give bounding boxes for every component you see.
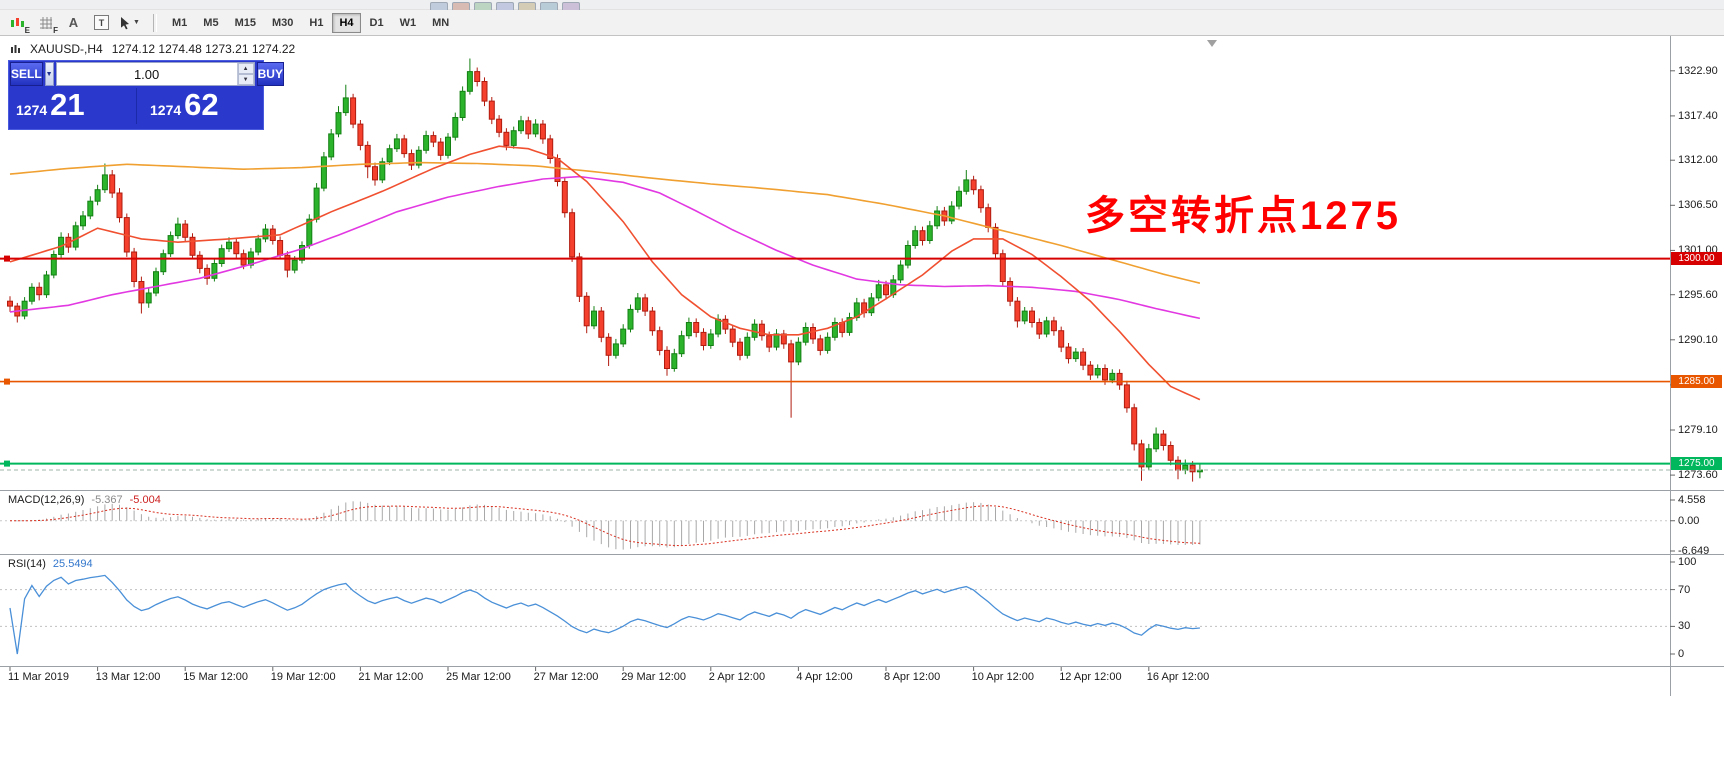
macd-indicator-label: MACD(12,26,9) -5.367 -5.004 — [8, 494, 161, 506]
timeframe-button-D1[interactable]: D1 — [363, 13, 391, 33]
timeframe-button-H1[interactable]: H1 — [302, 13, 330, 33]
timeframe-button-M30[interactable]: M30 — [265, 13, 300, 33]
macd-name: MACD(12,26,9) — [8, 494, 85, 506]
icon-sub-letter: E — [24, 26, 30, 35]
chart-ohlc-values: 1274.12 1274.48 1273.21 1274.22 — [111, 42, 296, 56]
macd-signal-value: -5.004 — [129, 494, 161, 506]
rsi-line — [9, 574, 1200, 655]
chart-symbol-icon — [11, 44, 20, 53]
chevron-down-icon[interactable]: ▼ — [133, 19, 140, 26]
ma-fast-red — [9, 145, 1201, 401]
clipped-toolbar-icon — [540, 2, 558, 10]
ma-slow-orange — [9, 161, 1201, 284]
hline-handle[interactable] — [4, 460, 10, 467]
volume-input[interactable] — [56, 63, 237, 85]
timeframe-button-M5[interactable]: M5 — [196, 13, 225, 33]
letter-a-glyph: A — [68, 15, 79, 30]
volume-dropdown-button[interactable]: ▼ — [44, 62, 54, 86]
grid-toggle-icon[interactable]: F — [33, 12, 58, 35]
buy-price-pips: 62 — [184, 87, 219, 122]
sell-price[interactable]: 1274 21 — [16, 89, 132, 120]
candlestick-style-icon[interactable]: E — [5, 12, 30, 35]
candlestick-series[interactable] — [7, 58, 1203, 482]
timeframe-button-M1[interactable]: M1 — [165, 13, 194, 33]
volume-decrease-button[interactable]: ▼ — [237, 74, 254, 85]
time-axis[interactable] — [0, 667, 1670, 695]
clipped-toolbar-icon — [474, 2, 492, 10]
clipped-toolbar-icon — [562, 2, 580, 10]
macd-histogram — [16, 501, 1201, 550]
ma-mid-magenta — [9, 175, 1201, 320]
cursor-tool-icon[interactable]: ▼ — [117, 12, 142, 33]
timeframe-button-MN[interactable]: MN — [425, 13, 456, 33]
rsi-value: 25.5494 — [52, 558, 93, 570]
annotation-text-icon[interactable]: A — [61, 12, 86, 33]
toolbar-separator — [153, 13, 157, 32]
buy-button[interactable]: BUY — [256, 62, 284, 86]
sell-button[interactable]: SELL — [10, 62, 43, 86]
sell-price-pips: 21 — [50, 87, 85, 122]
rsi-name: RSI(14) — [8, 558, 46, 570]
buy-price-major: 1274 — [150, 102, 182, 118]
chart-title-text: XAUUSD-,H4 — [30, 42, 103, 56]
chart-annotation[interactable]: 多空转折点1275 — [1085, 194, 1401, 238]
letter-t-glyph: T — [94, 15, 109, 30]
chevron-down-icon: ▼ — [45, 70, 53, 78]
price-axis[interactable] — [1671, 36, 1724, 696]
rsi-indicator-label: RSI(14) 25.5494 — [8, 558, 93, 570]
clipped-toolbar-icon — [452, 2, 470, 10]
icon-sub-letter: F — [53, 26, 58, 35]
volume-field: ▲ ▼ — [55, 62, 255, 86]
buy-price[interactable]: 1274 62 — [150, 89, 219, 120]
sell-price-major: 1274 — [16, 102, 48, 118]
volume-spinner: ▲ ▼ — [236, 63, 254, 85]
clipped-toolbar-icon — [430, 2, 448, 10]
cursor-arrow-glyph — [121, 16, 130, 29]
hline-handle[interactable] — [4, 255, 10, 262]
toolbar: E F A T ▼ M1 M5 M15 M30 H1 H4 D1 W1 MN — [0, 10, 1724, 36]
timeframe-button-M15[interactable]: M15 — [228, 13, 263, 33]
volume-increase-button[interactable]: ▲ — [237, 63, 254, 74]
macd-value: -5.367 — [91, 494, 123, 506]
price-divider — [136, 88, 137, 124]
macd-signal-line — [9, 505, 1200, 547]
chart-shift-marker[interactable] — [1207, 40, 1217, 47]
candlestick-style-glyph — [10, 17, 24, 27]
clipped-toolbar-row — [0, 0, 1724, 10]
timeframe-toolbar: M1 M5 M15 M30 H1 H4 D1 W1 MN — [165, 12, 458, 33]
timeframe-button-W1[interactable]: W1 — [393, 13, 424, 33]
clipped-toolbar-icon — [496, 2, 514, 10]
chart-window-title: XAUUSD-,H4 1274.12 1274.48 1273.21 1274.… — [10, 42, 295, 56]
clipped-toolbar-icon — [518, 2, 536, 10]
timeframe-button-H4[interactable]: H4 — [332, 12, 361, 33]
one-click-trading-panel: SELL ▼ ▲ ▼ BUY 1274 21 1274 62 — [8, 60, 284, 130]
grid-glyph — [39, 16, 52, 29]
text-tool-icon[interactable]: T — [89, 12, 114, 33]
hline-handle[interactable] — [4, 378, 10, 385]
